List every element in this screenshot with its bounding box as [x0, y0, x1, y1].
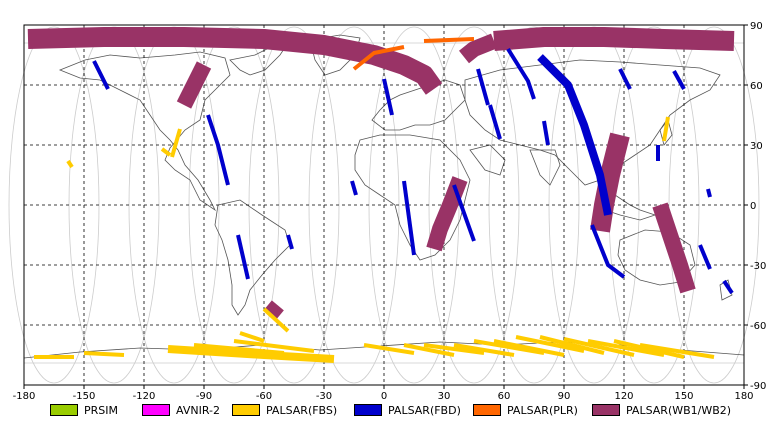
swath-palsar-wb1-wb2	[652, 202, 696, 294]
swath-palsar-wb1-wb2	[493, 27, 735, 51]
legend-item: PRSIM	[50, 403, 118, 417]
swath-palsar-fbs	[587, 339, 665, 357]
swath-palsar-fbd	[402, 180, 416, 256]
y-tick-label: 30	[750, 141, 763, 152]
x-tick-label: 0	[381, 391, 387, 400]
y-tick-label: 60	[750, 81, 763, 92]
swath-palsar-fbd	[350, 180, 358, 196]
y-tick-label: -60	[750, 321, 766, 332]
x-tick-label: -120	[133, 391, 156, 400]
legend-item: PALSAR(FBS)	[232, 403, 337, 417]
legend-label: PALSAR(FBS)	[266, 403, 338, 417]
swath-palsar-fbs	[403, 343, 455, 357]
legend-swatch	[473, 404, 501, 416]
swath-palsar-fbd	[722, 279, 734, 295]
map-svg: -180 -150 -120 -90 -60 -30 0 30 60 90 120 150 180 90 6…	[8, 21, 767, 402]
swath-palsar-fbs	[193, 343, 285, 355]
swath-palsar-fbs	[662, 116, 670, 142]
legend-label: PRSIM	[84, 403, 118, 417]
y-tick-label: -90	[750, 381, 766, 392]
y-tick-label: 0	[750, 201, 756, 212]
swath-palsar-fbs	[170, 128, 182, 158]
swath-palsar-plr	[352, 45, 405, 71]
swath-palsar-fbd	[537, 54, 612, 216]
swath-palsar-fbd	[542, 120, 550, 146]
x-tick-label: 90	[558, 391, 571, 400]
legend-item: AVNIR-2	[142, 403, 220, 417]
swath-palsar-fbd	[488, 104, 502, 140]
y-tick-label: -30	[750, 261, 766, 272]
swath-palsar-fbs	[473, 339, 545, 355]
swath-palsar-fbd	[92, 60, 110, 90]
x-tick-label: -60	[256, 391, 272, 400]
legend-swatch	[354, 404, 382, 416]
legend-label: PALSAR(FBD)	[388, 403, 461, 417]
swath-palsar-fbs	[539, 335, 605, 355]
legend-label: PALSAR(WB1/WB2)	[626, 403, 732, 417]
x-tick-label: 60	[498, 391, 511, 400]
swath-palsar-fbd	[206, 114, 230, 186]
legend-item: PALSAR(PLR)	[473, 403, 578, 417]
swath-palsar-fbs	[66, 159, 74, 169]
swath-palsar-fbs	[363, 343, 415, 355]
swath-palsar-fbd	[618, 68, 632, 90]
axis-ticks: -180 -150 -120 -90 -60 -30 0 30 60 90 120 150 180 90 6…	[13, 21, 767, 402]
x-tick-label: -30	[316, 391, 332, 400]
swath-palsar-fbd	[590, 224, 626, 279]
swath-palsar-fbd	[382, 78, 394, 116]
swath-palsar-fbs	[233, 339, 315, 353]
x-tick-label: -180	[13, 391, 36, 400]
swath-palsar-fbs	[613, 339, 685, 359]
swath-palsar-fbs	[262, 307, 290, 333]
swath-palsar-fbd	[286, 234, 294, 250]
swath-palsar-fbd	[706, 188, 712, 198]
legend-item: PALSAR(WB1/WB2)	[592, 403, 731, 417]
legend-item: PALSAR(FBD)	[354, 403, 461, 417]
swath-layer	[27, 27, 735, 363]
swath-palsar-fbs	[453, 343, 515, 357]
x-tick-label: 180	[734, 391, 753, 400]
swath-palsar-wb1-wb2	[264, 300, 284, 320]
legend-label: PALSAR(PLR)	[507, 403, 578, 417]
swath-palsar-fbd	[698, 244, 712, 270]
swath-palsar-plr	[423, 37, 475, 43]
swath-palsar-fbs	[423, 343, 485, 355]
grid-lines	[24, 25, 744, 385]
legend-swatch	[232, 404, 260, 416]
swath-palsar-fbd	[452, 184, 476, 242]
swath-palsar-fbd	[476, 68, 490, 106]
swath-palsar-fbs	[167, 345, 335, 363]
x-tick-label: 120	[614, 391, 633, 400]
x-tick-label: 30	[438, 391, 451, 400]
swath-palsar-fbs	[160, 147, 172, 157]
swath-palsar-fbs	[239, 331, 265, 343]
x-tick-label: -90	[196, 391, 212, 400]
swath-palsar-wb1-wb2	[27, 27, 443, 95]
legend-swatch	[142, 404, 170, 416]
swath-palsar-fbd	[506, 47, 536, 100]
y-tick-label: 90	[750, 21, 763, 32]
swath-palsar-fbd	[236, 234, 250, 280]
legend-swatch	[592, 404, 620, 416]
swath-palsar-wb1-wb2	[176, 61, 212, 109]
legend-label: AVNIR-2	[176, 403, 220, 417]
legend: PRSIM AVNIR-2 PALSAR(FBS) PALSAR(FBD) PALSAR…	[0, 400, 770, 422]
swath-palsar-fbs	[515, 335, 585, 353]
swath-palsar-fbs	[639, 343, 715, 359]
swath-palsar-wb1-wb2	[459, 33, 497, 64]
swath-palsar-fbd	[672, 70, 686, 90]
x-tick-label: 150	[674, 391, 693, 400]
swath-palsar-fbs	[493, 339, 565, 357]
swath-palsar-fbs	[83, 351, 125, 357]
legend-swatch	[50, 404, 78, 416]
swath-palsar-fbs	[563, 337, 635, 357]
x-tick-label: -150	[73, 391, 96, 400]
